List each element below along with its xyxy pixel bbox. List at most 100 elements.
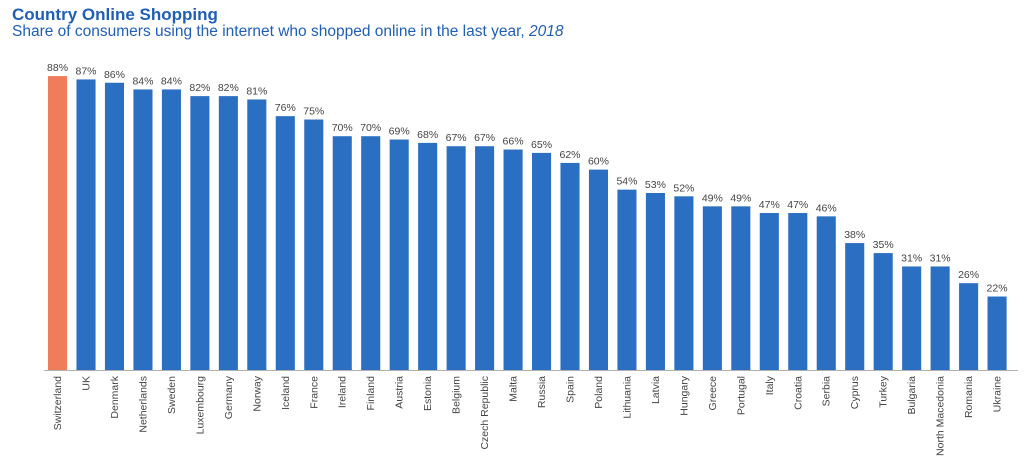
- category-label-denmark: Denmark: [109, 375, 121, 418]
- category-label-hungary: Hungary: [678, 375, 690, 415]
- bar-latvia: [645, 192, 665, 370]
- category-label-czech-republic: Czech Republic: [479, 376, 491, 450]
- bar-germany: [218, 96, 238, 371]
- category-label-turkey: Turkey: [878, 375, 890, 407]
- category-label-switzerland: Switzerland: [52, 376, 64, 430]
- value-label-greece: 49%: [702, 192, 723, 204]
- category-label-austria: Austria: [394, 376, 406, 409]
- value-label-germany: 82%: [218, 82, 239, 94]
- bar-sweden: [161, 89, 181, 370]
- category-label-italy: Italy: [764, 375, 776, 395]
- bar-finland: [361, 136, 381, 370]
- category-label-sweden: Sweden: [166, 376, 178, 414]
- category-label-spain: Spain: [565, 376, 577, 403]
- category-label-ukraine: Ukraine: [992, 376, 1004, 412]
- bar-malta: [503, 149, 523, 370]
- value-label-estonia: 68%: [417, 129, 438, 141]
- bar-russia: [532, 152, 552, 370]
- value-label-sweden: 84%: [161, 75, 182, 87]
- bar-denmark: [104, 82, 125, 370]
- value-label-france: 75%: [303, 106, 324, 118]
- bar-luxembourg: [190, 96, 210, 371]
- bar-spain: [560, 162, 580, 370]
- category-label-bulgaria: Bulgaria: [906, 376, 918, 415]
- bar-belgium: [446, 146, 466, 370]
- chart-title: Country Online Shopping: [12, 5, 218, 24]
- value-label-spain: 62%: [560, 149, 581, 161]
- value-label-cyprus: 38%: [844, 229, 865, 241]
- bar-ireland: [332, 136, 352, 370]
- category-label-cyprus: Cyprus: [849, 376, 861, 409]
- value-label-denmark: 86%: [104, 69, 125, 81]
- category-label-estonia: Estonia: [422, 376, 434, 411]
- category-label-poland: Poland: [593, 376, 605, 409]
- value-label-switzerland: 88%: [47, 62, 68, 74]
- category-label-netherlands: Netherlands: [137, 376, 149, 433]
- bar-uk: [76, 79, 96, 371]
- category-label-iceland: Iceland: [280, 376, 292, 410]
- bar-greece: [702, 206, 722, 370]
- category-label-serbia: Serbia: [821, 376, 833, 407]
- category-label-uk: UK: [81, 376, 93, 391]
- value-label-romania: 26%: [958, 269, 979, 281]
- category-label-croatia: Croatia: [792, 376, 804, 410]
- category-label-latvia: Latvia: [650, 376, 662, 404]
- value-label-malta: 66%: [503, 136, 524, 148]
- bar-netherlands: [133, 89, 153, 370]
- value-label-croatia: 47%: [787, 199, 808, 211]
- category-label-malta: Malta: [508, 376, 520, 402]
- subtitle-text: Share of consumers using the internet wh…: [12, 23, 529, 40]
- value-label-iceland: 76%: [275, 102, 296, 114]
- category-label-north-macedonia: North Macedonia: [935, 376, 947, 456]
- value-label-finland: 70%: [360, 122, 381, 134]
- category-label-luxembourg: Luxembourg: [194, 376, 206, 435]
- value-label-bulgaria: 31%: [901, 252, 922, 264]
- value-label-lithuania: 54%: [616, 176, 637, 188]
- value-label-uk: 87%: [76, 65, 97, 77]
- bar-czech-republic: [475, 146, 495, 370]
- value-label-poland: 60%: [588, 156, 609, 168]
- value-label-hungary: 52%: [673, 182, 694, 194]
- chart-subtitle: Share of consumers using the internet wh…: [12, 23, 563, 41]
- value-label-belgium: 67%: [446, 132, 467, 144]
- subtitle-year: 2018: [529, 23, 564, 40]
- bar-france: [304, 119, 324, 370]
- bar-lithuania: [617, 189, 637, 370]
- value-label-serbia: 46%: [816, 202, 837, 214]
- bar-austria: [389, 139, 409, 370]
- bar-poland: [588, 169, 609, 370]
- category-label-greece: Greece: [707, 376, 719, 411]
- bar-cyprus: [845, 243, 865, 370]
- value-label-austria: 69%: [389, 126, 410, 138]
- bar-romania: [959, 283, 979, 370]
- value-label-netherlands: 84%: [132, 75, 153, 87]
- value-label-luxembourg: 82%: [189, 82, 210, 94]
- bar-switzerland: [48, 76, 68, 370]
- value-label-portugal: 49%: [730, 192, 751, 204]
- bar-north-macedonia: [930, 266, 950, 370]
- value-label-ukraine: 22%: [987, 283, 1008, 295]
- value-label-north-macedonia: 31%: [930, 252, 951, 264]
- bar-iceland: [275, 116, 295, 370]
- bar-croatia: [788, 213, 808, 370]
- bar-italy: [759, 213, 779, 370]
- value-label-italy: 47%: [759, 199, 780, 211]
- value-label-russia: 65%: [531, 139, 552, 151]
- category-label-finland: Finland: [365, 376, 377, 411]
- bar-turkey: [873, 253, 893, 370]
- category-label-belgium: Belgium: [451, 376, 463, 414]
- category-label-france: France: [308, 376, 320, 409]
- value-label-turkey: 35%: [873, 239, 894, 251]
- bar-bulgaria: [902, 266, 922, 370]
- bar-hungary: [674, 196, 694, 370]
- bar-serbia: [816, 216, 836, 370]
- value-label-czech-republic: 67%: [474, 132, 495, 144]
- category-label-lithuania: Lithuania: [621, 376, 633, 419]
- bar-estonia: [418, 142, 438, 370]
- value-label-norway: 81%: [246, 85, 267, 97]
- category-label-portugal: Portugal: [735, 376, 747, 415]
- category-label-ireland: Ireland: [337, 376, 349, 408]
- category-label-germany: Germany: [223, 375, 235, 419]
- category-label-norway: Norway: [251, 375, 263, 411]
